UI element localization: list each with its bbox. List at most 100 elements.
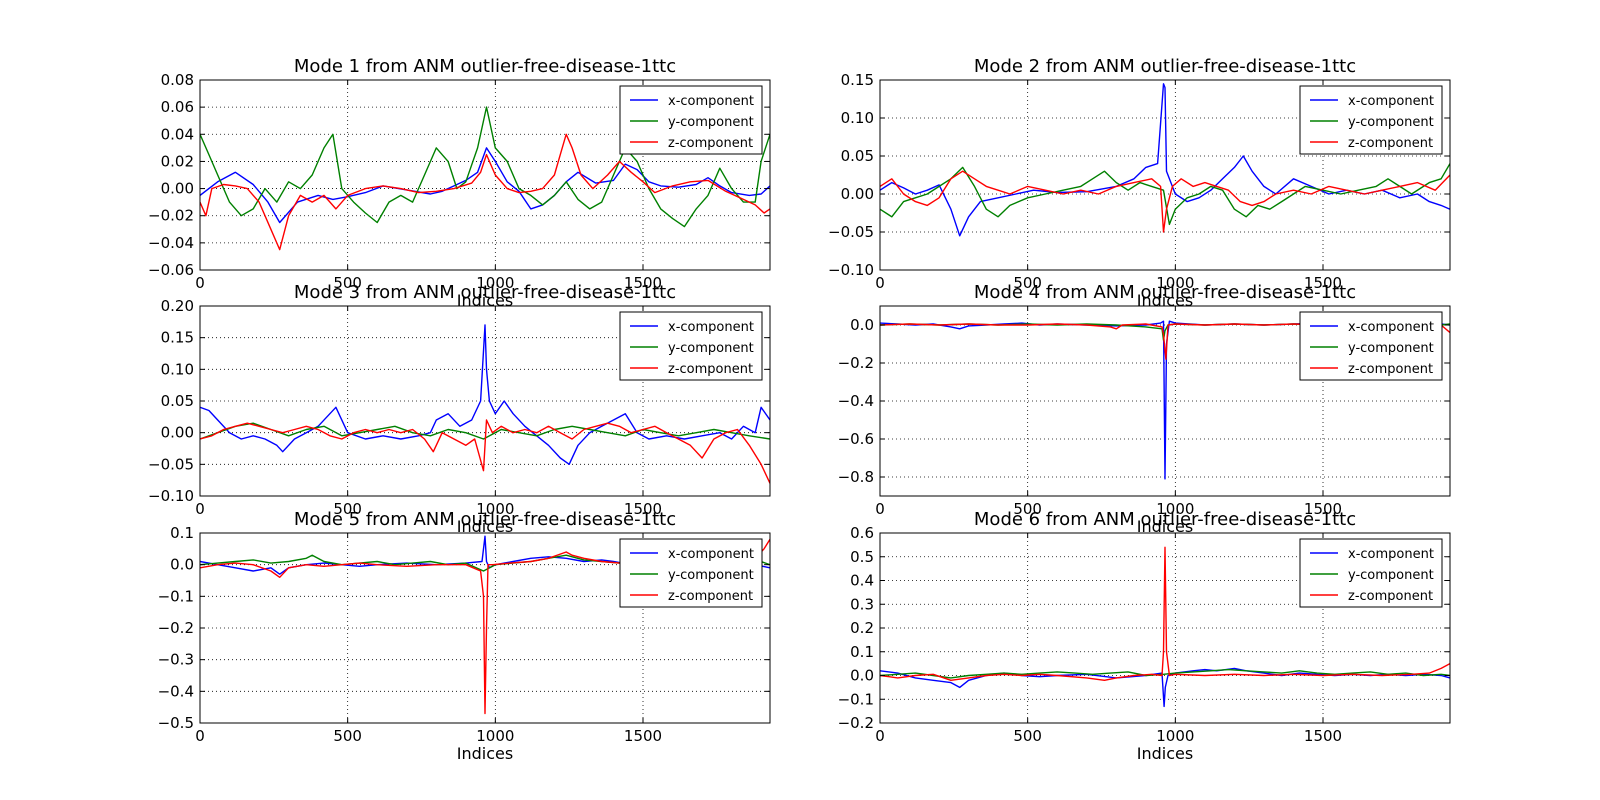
legend-label: z-component [668,136,753,151]
y-tick-label: −0.10 [828,261,874,279]
plot-frame [199,79,771,271]
y-tick-label: 0.1 [850,643,874,661]
x-tick-label: 1500 [624,727,662,745]
x-axis-label: Indices [457,291,513,310]
x-tick-label: 1000 [1156,727,1194,745]
x-axis-label: Indices [1137,517,1193,536]
legend: x-component y-component z-component [1299,538,1443,608]
legend-label: x-component [668,94,754,109]
x-tick-label: 1000 [476,727,514,745]
y-tick-label: −0.04 [148,234,194,252]
subplot-mode-1: 0 500 1000 1500 −0.06 −0.04 −0.02 0.00 0.02 0.04 0… [148,56,771,310]
y-tick-label: −0.05 [828,223,874,241]
y-tick-label: 0.5 [850,548,874,566]
subplot-mode-2: 0 500 1000 1500 −0.10 −0.05 0.00 0.05 0.10 0.15 Mo… [828,56,1451,310]
chart-title: Mode 5 from ANM outlier-free-disease-1tt… [294,509,676,530]
x-tick-label: 1500 [624,274,662,292]
y-tick-label: −0.2 [158,619,194,637]
legend: x-component y-component z-component [619,538,763,608]
y-tick-label: −0.4 [158,682,194,700]
y-tick-label: 0.6 [850,524,874,542]
x-tick-label: 0 [195,274,205,292]
legend-label: y-component [668,341,754,356]
x-tick-label: 0 [195,727,205,745]
legend-label: x-component [1348,94,1434,109]
plot-frame [879,79,1451,271]
x-axis-label: Indices [457,744,513,763]
legend-label: x-component [668,320,754,335]
y-tick-label: 0.04 [161,125,194,143]
series-line-z-component [200,419,770,484]
y-tick-label: 0.02 [161,152,194,170]
y-tick-label: 0.00 [841,185,874,203]
chart-title: Mode 1 from ANM outlier-free-disease-1tt… [294,56,676,77]
legend-label: z-component [668,589,753,604]
legend-label: x-component [1348,547,1434,562]
legend: x-component y-component z-component [1299,311,1443,381]
y-tick-label: 0.08 [161,71,194,89]
y-tick-label: −0.4 [838,392,874,410]
x-tick-label: 1000 [476,500,514,518]
y-tick-label: −0.1 [158,587,194,605]
y-tick-label: 0.00 [161,424,194,442]
y-tick-label: −0.2 [838,354,874,372]
x-tick-label: 0 [875,727,885,745]
legend-label: y-component [1348,115,1434,130]
x-tick-label: 1500 [1304,500,1342,518]
y-tick-label: −0.6 [838,430,874,448]
chart-title: Mode 6 from ANM outlier-free-disease-1tt… [974,509,1356,530]
series-line-x-component [880,83,1450,237]
legend-label: y-component [1348,568,1434,583]
y-tick-label: 0.1 [170,524,194,542]
y-tick-label: 0.0 [850,316,874,334]
legend: x-component y-component z-component [619,311,763,381]
y-tick-label: 0.4 [850,572,874,590]
x-tick-label: 500 [333,727,362,745]
series-line-x-component [200,147,770,224]
legend-label: x-component [668,547,754,562]
y-tick-label: 0.15 [841,71,874,89]
y-tick-label: −0.06 [148,261,194,279]
x-tick-label: 500 [333,274,362,292]
legend-label: y-component [668,568,754,583]
y-tick-label: −0.5 [158,714,194,732]
y-tick-label: 0.10 [161,360,194,378]
y-tick-label: 0.20 [161,297,194,315]
x-axis-label: Indices [1137,744,1193,763]
subplot-mode-3: 0 500 1000 1500 −0.10 −0.05 0.00 0.05 0.10 0.15 0.… [148,282,771,536]
legend-label: z-component [1348,589,1433,604]
chart-title: Mode 3 from ANM outlier-free-disease-1tt… [294,282,676,303]
series-line-y-component [200,106,770,228]
y-tick-label: 0.05 [161,392,194,410]
legend-label: x-component [1348,320,1434,335]
y-tick-label: −0.02 [148,207,194,225]
chart-title: Mode 2 from ANM outlier-free-disease-1tt… [974,56,1356,77]
x-axis-label: Indices [457,517,513,536]
y-tick-label: −0.10 [148,487,194,505]
series-line-z-component [200,133,770,251]
y-tick-label: 0.05 [841,147,874,165]
series-line-z-component [880,546,1450,681]
subplot-mode-4: 0 500 1000 1500 −0.8 −0.6 −0.4 −0.2 0.0 Mode 4 fr… [838,282,1451,536]
x-tick-label: 500 [1013,500,1042,518]
x-tick-label: 1500 [1304,727,1342,745]
legend: x-component y-component z-component [1299,85,1443,155]
y-tick-label: 0.10 [841,109,874,127]
y-tick-label: 0.2 [850,619,874,637]
y-tick-label: 0.06 [161,98,194,116]
y-tick-label: 0.00 [161,180,194,198]
x-tick-label: 500 [1013,274,1042,292]
y-tick-label: 0.3 [850,595,874,613]
legend-label: y-component [1348,341,1434,356]
legend-label: y-component [668,115,754,130]
x-tick-label: 1500 [1304,274,1342,292]
y-tick-label: −0.2 [838,714,874,732]
series-line-x-component [200,324,770,465]
x-tick-label: 1000 [1156,274,1194,292]
x-tick-label: 1000 [476,274,514,292]
subplot-mode-6: 0 500 1000 1500 −0.2 −0.1 0.0 0.1 0.2 0.3 0.4 0.5 0.… [838,509,1451,763]
subplot-mode-5: 0 500 1000 1500 −0.5 −0.4 −0.3 −0.2 −0.1 0.0 0.1 Mo… [158,509,771,763]
y-tick-label: 0.15 [161,329,194,347]
y-tick-label: −0.05 [148,455,194,473]
